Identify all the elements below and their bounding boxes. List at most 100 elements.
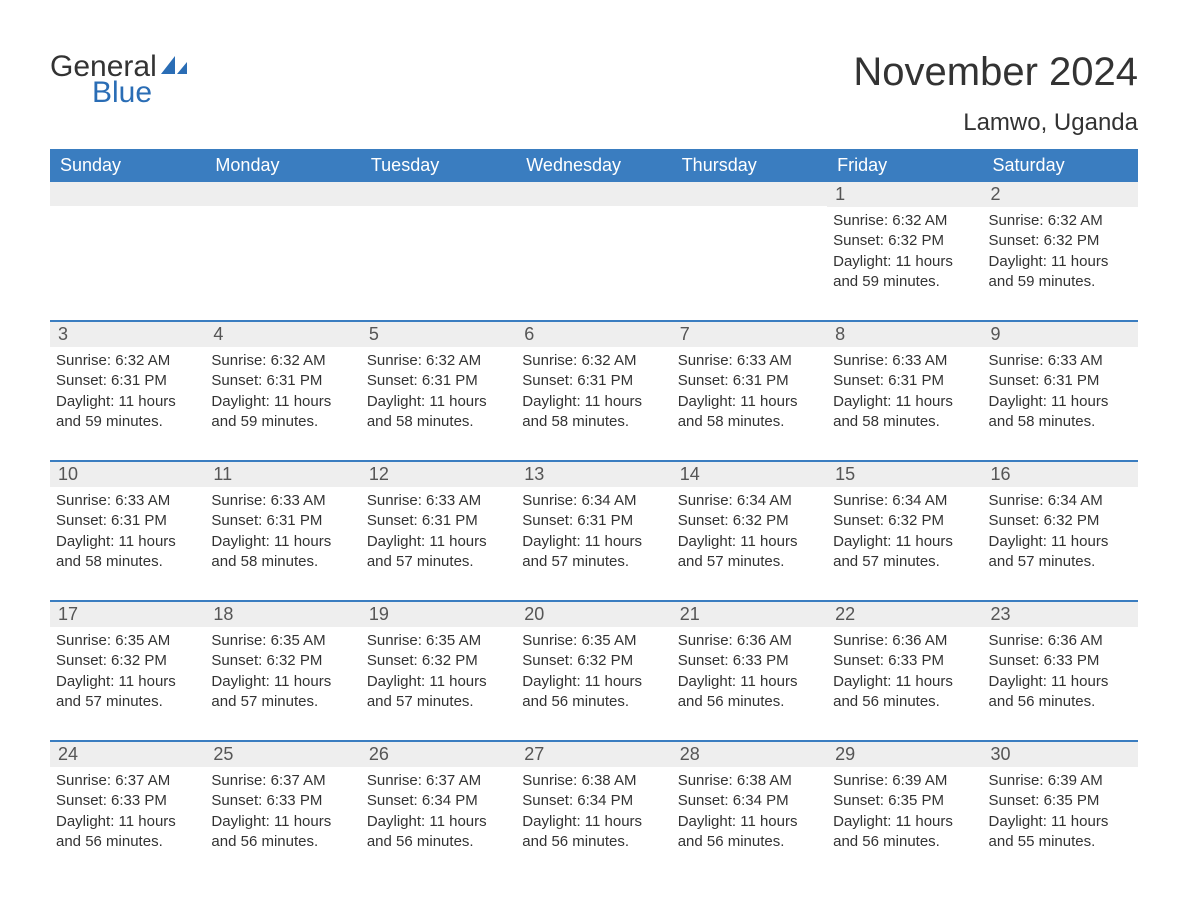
day-cell: 11Sunrise: 6:33 AMSunset: 6:31 PMDayligh… bbox=[205, 462, 360, 582]
day-number bbox=[205, 182, 360, 206]
sunrise-text: Sunrise: 6:38 AM bbox=[678, 771, 821, 791]
sunrise-text: Sunrise: 6:34 AM bbox=[833, 491, 976, 511]
sunset-text: Sunset: 6:32 PM bbox=[989, 511, 1132, 531]
day-number: 18 bbox=[205, 602, 360, 627]
day-number: 6 bbox=[516, 322, 671, 347]
sunrise-text: Sunrise: 6:35 AM bbox=[522, 631, 665, 651]
day-content: Sunrise: 6:33 AMSunset: 6:31 PMDaylight:… bbox=[827, 347, 982, 436]
daylight-text: Daylight: 11 hours and 57 minutes. bbox=[211, 672, 354, 713]
daylight-text: Daylight: 11 hours and 59 minutes. bbox=[989, 252, 1132, 293]
month-title: November 2024 bbox=[853, 50, 1138, 95]
day-content: Sunrise: 6:38 AMSunset: 6:34 PMDaylight:… bbox=[516, 767, 671, 856]
day-cell: 12Sunrise: 6:33 AMSunset: 6:31 PMDayligh… bbox=[361, 462, 516, 582]
day-content: Sunrise: 6:33 AMSunset: 6:31 PMDaylight:… bbox=[50, 487, 205, 576]
day-cell: 9Sunrise: 6:33 AMSunset: 6:31 PMDaylight… bbox=[983, 322, 1138, 442]
logo: General Blue bbox=[50, 50, 187, 110]
daylight-text: Daylight: 11 hours and 56 minutes. bbox=[989, 672, 1132, 713]
day-number: 15 bbox=[827, 462, 982, 487]
daylight-text: Daylight: 11 hours and 56 minutes. bbox=[56, 812, 199, 853]
daylight-text: Daylight: 11 hours and 56 minutes. bbox=[211, 812, 354, 853]
day-content: Sunrise: 6:35 AMSunset: 6:32 PMDaylight:… bbox=[50, 627, 205, 716]
sunrise-text: Sunrise: 6:37 AM bbox=[211, 771, 354, 791]
day-content: Sunrise: 6:34 AMSunset: 6:32 PMDaylight:… bbox=[827, 487, 982, 576]
day-number: 2 bbox=[983, 182, 1138, 207]
day-number: 17 bbox=[50, 602, 205, 627]
day-number: 1 bbox=[827, 182, 982, 207]
sunset-text: Sunset: 6:31 PM bbox=[367, 371, 510, 391]
week-row: 17Sunrise: 6:35 AMSunset: 6:32 PMDayligh… bbox=[50, 600, 1138, 722]
day-content: Sunrise: 6:38 AMSunset: 6:34 PMDaylight:… bbox=[672, 767, 827, 856]
sunset-text: Sunset: 6:31 PM bbox=[56, 371, 199, 391]
daylight-text: Daylight: 11 hours and 58 minutes. bbox=[56, 532, 199, 573]
daylight-text: Daylight: 11 hours and 57 minutes. bbox=[367, 672, 510, 713]
day-number: 11 bbox=[205, 462, 360, 487]
day-cell: 4Sunrise: 6:32 AMSunset: 6:31 PMDaylight… bbox=[205, 322, 360, 442]
sunrise-text: Sunrise: 6:36 AM bbox=[833, 631, 976, 651]
day-cell: 21Sunrise: 6:36 AMSunset: 6:33 PMDayligh… bbox=[672, 602, 827, 722]
sunrise-text: Sunrise: 6:39 AM bbox=[989, 771, 1132, 791]
day-content: Sunrise: 6:32 AMSunset: 6:31 PMDaylight:… bbox=[50, 347, 205, 436]
sunset-text: Sunset: 6:32 PM bbox=[522, 651, 665, 671]
sunrise-text: Sunrise: 6:38 AM bbox=[522, 771, 665, 791]
sunrise-text: Sunrise: 6:32 AM bbox=[56, 351, 199, 371]
day-number: 25 bbox=[205, 742, 360, 767]
day-number: 28 bbox=[672, 742, 827, 767]
sunset-text: Sunset: 6:31 PM bbox=[678, 371, 821, 391]
weekday-sat: Saturday bbox=[983, 149, 1138, 182]
day-content: Sunrise: 6:33 AMSunset: 6:31 PMDaylight:… bbox=[983, 347, 1138, 436]
day-content: Sunrise: 6:32 AMSunset: 6:32 PMDaylight:… bbox=[983, 207, 1138, 296]
sunset-text: Sunset: 6:32 PM bbox=[56, 651, 199, 671]
day-cell: 28Sunrise: 6:38 AMSunset: 6:34 PMDayligh… bbox=[672, 742, 827, 862]
day-number: 22 bbox=[827, 602, 982, 627]
daylight-text: Daylight: 11 hours and 57 minutes. bbox=[989, 532, 1132, 573]
weekday-mon: Monday bbox=[205, 149, 360, 182]
sunset-text: Sunset: 6:31 PM bbox=[367, 511, 510, 531]
day-cell: 30Sunrise: 6:39 AMSunset: 6:35 PMDayligh… bbox=[983, 742, 1138, 862]
day-number: 13 bbox=[516, 462, 671, 487]
logo-text-blue: Blue bbox=[92, 76, 152, 110]
sunrise-text: Sunrise: 6:37 AM bbox=[56, 771, 199, 791]
sunset-text: Sunset: 6:34 PM bbox=[678, 791, 821, 811]
week-row: 3Sunrise: 6:32 AMSunset: 6:31 PMDaylight… bbox=[50, 320, 1138, 442]
weekday-fri: Friday bbox=[827, 149, 982, 182]
sunset-text: Sunset: 6:31 PM bbox=[522, 511, 665, 531]
daylight-text: Daylight: 11 hours and 57 minutes. bbox=[56, 672, 199, 713]
day-number: 12 bbox=[361, 462, 516, 487]
day-content: Sunrise: 6:32 AMSunset: 6:31 PMDaylight:… bbox=[205, 347, 360, 436]
day-number bbox=[516, 182, 671, 206]
weekday-wed: Wednesday bbox=[516, 149, 671, 182]
sunset-text: Sunset: 6:32 PM bbox=[211, 651, 354, 671]
sunrise-text: Sunrise: 6:37 AM bbox=[367, 771, 510, 791]
sunrise-text: Sunrise: 6:33 AM bbox=[989, 351, 1132, 371]
sunset-text: Sunset: 6:32 PM bbox=[367, 651, 510, 671]
daylight-text: Daylight: 11 hours and 59 minutes. bbox=[56, 392, 199, 433]
day-content: Sunrise: 6:34 AMSunset: 6:31 PMDaylight:… bbox=[516, 487, 671, 576]
week-row: 1Sunrise: 6:32 AMSunset: 6:32 PMDaylight… bbox=[50, 182, 1138, 302]
sunset-text: Sunset: 6:33 PM bbox=[678, 651, 821, 671]
day-number: 10 bbox=[50, 462, 205, 487]
day-content: Sunrise: 6:34 AMSunset: 6:32 PMDaylight:… bbox=[983, 487, 1138, 576]
day-content: Sunrise: 6:36 AMSunset: 6:33 PMDaylight:… bbox=[827, 627, 982, 716]
daylight-text: Daylight: 11 hours and 58 minutes. bbox=[678, 392, 821, 433]
day-content: Sunrise: 6:35 AMSunset: 6:32 PMDaylight:… bbox=[361, 627, 516, 716]
day-cell: 20Sunrise: 6:35 AMSunset: 6:32 PMDayligh… bbox=[516, 602, 671, 722]
day-cell bbox=[672, 182, 827, 302]
sunset-text: Sunset: 6:33 PM bbox=[56, 791, 199, 811]
day-number: 24 bbox=[50, 742, 205, 767]
day-cell: 7Sunrise: 6:33 AMSunset: 6:31 PMDaylight… bbox=[672, 322, 827, 442]
sunset-text: Sunset: 6:32 PM bbox=[833, 511, 976, 531]
day-content: Sunrise: 6:35 AMSunset: 6:32 PMDaylight:… bbox=[516, 627, 671, 716]
location: Lamwo, Uganda bbox=[853, 109, 1138, 137]
day-content: Sunrise: 6:36 AMSunset: 6:33 PMDaylight:… bbox=[672, 627, 827, 716]
day-number: 26 bbox=[361, 742, 516, 767]
day-cell: 22Sunrise: 6:36 AMSunset: 6:33 PMDayligh… bbox=[827, 602, 982, 722]
title-block: November 2024 Lamwo, Uganda bbox=[853, 50, 1138, 137]
day-content: Sunrise: 6:33 AMSunset: 6:31 PMDaylight:… bbox=[672, 347, 827, 436]
day-number: 23 bbox=[983, 602, 1138, 627]
sunset-text: Sunset: 6:33 PM bbox=[989, 651, 1132, 671]
day-number: 21 bbox=[672, 602, 827, 627]
sunset-text: Sunset: 6:31 PM bbox=[522, 371, 665, 391]
daylight-text: Daylight: 11 hours and 59 minutes. bbox=[833, 252, 976, 293]
sunset-text: Sunset: 6:34 PM bbox=[522, 791, 665, 811]
day-cell: 15Sunrise: 6:34 AMSunset: 6:32 PMDayligh… bbox=[827, 462, 982, 582]
